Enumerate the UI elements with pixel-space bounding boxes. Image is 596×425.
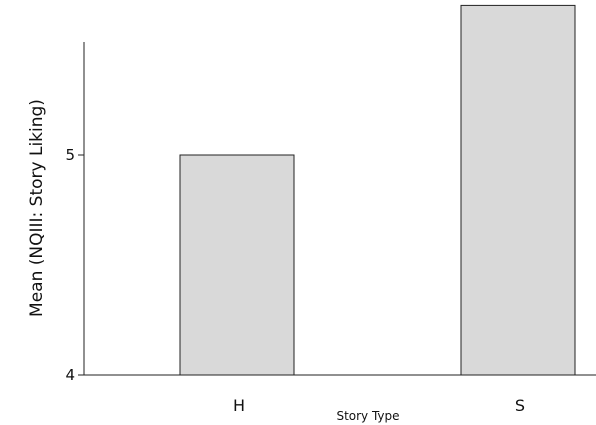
bar-h (179, 154, 295, 376)
x-category-label-s: S (515, 396, 525, 415)
y-ticks-group: 45 (65, 146, 84, 384)
bar-s (460, 4, 576, 376)
y-tick-label-5: 5 (65, 146, 75, 164)
x-category-label-h: H (233, 396, 245, 415)
y-axis-title: Mean (NQIII: Story Liking) (27, 99, 47, 317)
y-tick-label-4: 4 (65, 366, 75, 384)
x-axis-title: Story Type (336, 409, 399, 423)
bars-group (179, 4, 576, 376)
